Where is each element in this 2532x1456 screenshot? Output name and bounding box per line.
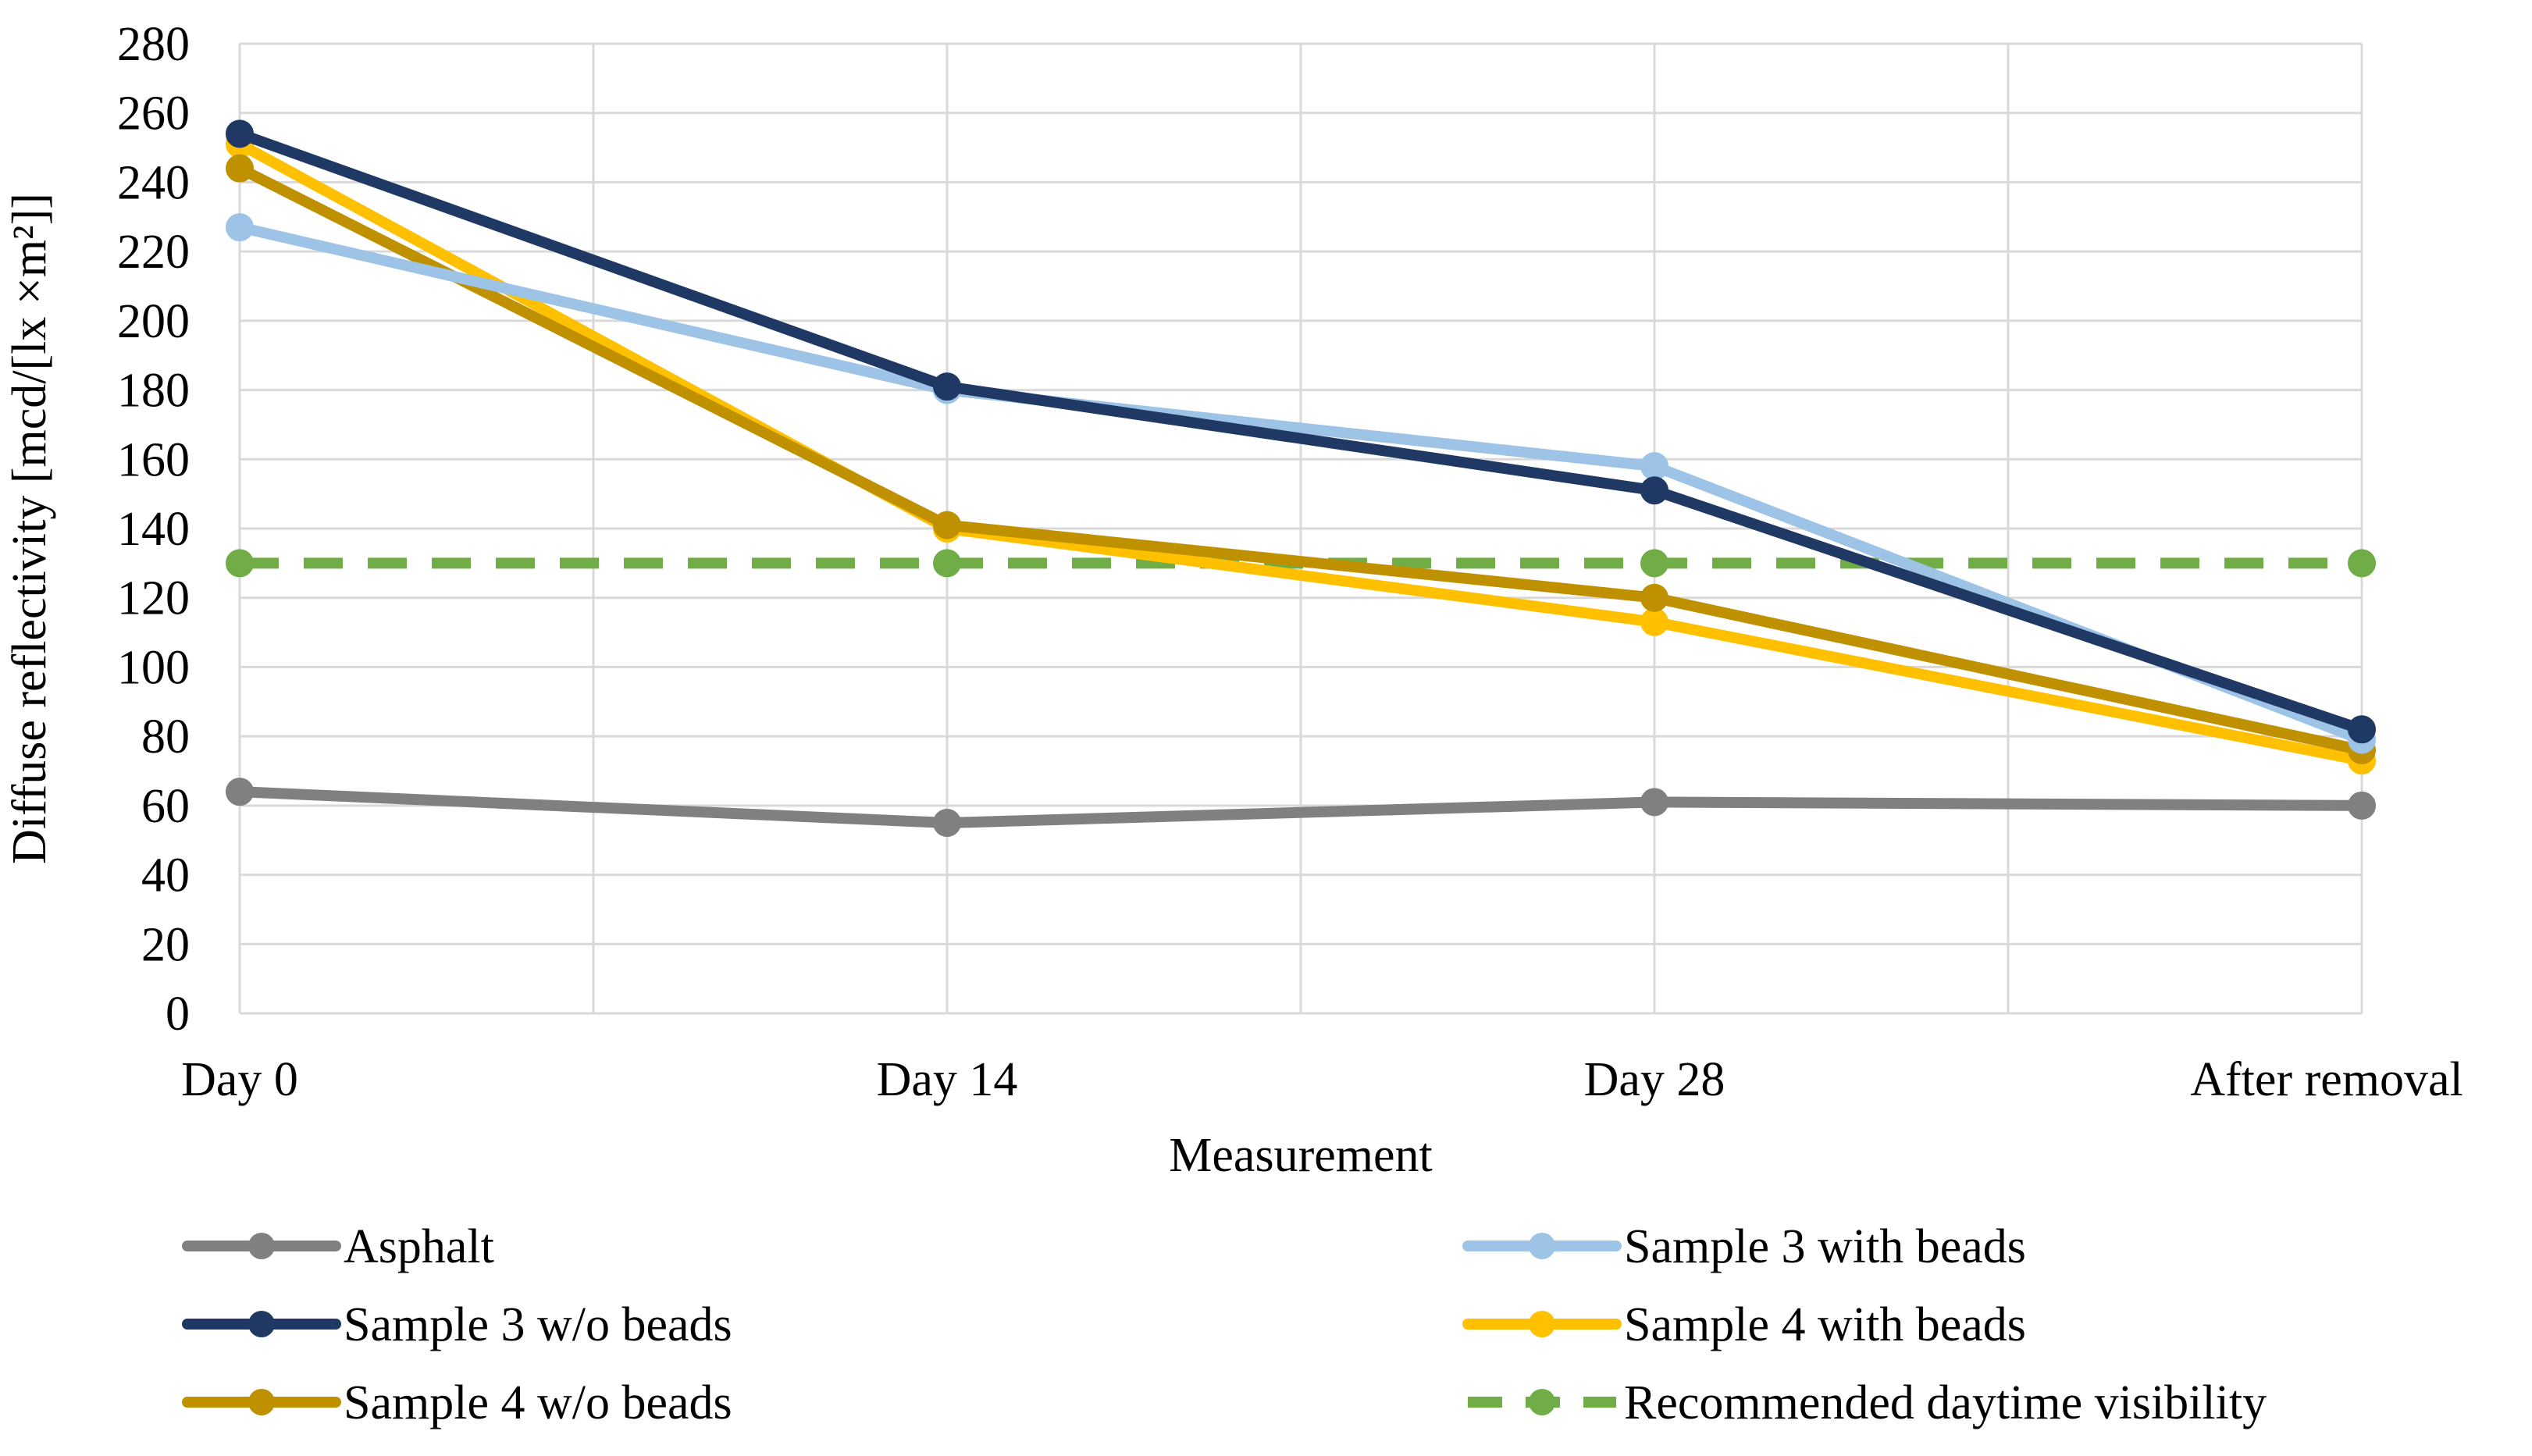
data-point: [933, 511, 961, 539]
data-point: [226, 549, 254, 578]
data-point: [2348, 715, 2376, 744]
legend-item-sample-4-w-o-beads: Sample 4 w/o beads: [182, 1376, 732, 1429]
x-tick-label: Day 28: [1584, 1053, 1725, 1106]
legend-marker: [1529, 1233, 1555, 1259]
series-sample-4-w-o-beads: [226, 154, 2376, 764]
legend-item-sample-3-with-beads: Sample 3 with beads: [1462, 1220, 2026, 1273]
gridlines: [238, 42, 2363, 1015]
legend-item-sample-4-with-beads: Sample 4 with beads: [1462, 1298, 2026, 1351]
legend-item-asphalt: Asphalt: [182, 1220, 494, 1273]
y-tick-label: 200: [117, 295, 190, 348]
y-tick-label: 60: [141, 780, 190, 833]
legend-item-sample-3-w-o-beads: Sample 3 w/o beads: [182, 1298, 732, 1351]
data-point: [1640, 607, 1668, 636]
series-line-sample-3-w-o-beads: [234, 128, 2367, 735]
data-point: [2348, 549, 2376, 578]
legend-label: Sample 4 with beads: [1624, 1298, 2026, 1351]
data-point: [1640, 788, 1668, 817]
data-point: [226, 778, 254, 806]
series-group: [226, 119, 2376, 838]
data-point: [226, 119, 254, 148]
y-tick-label: 280: [117, 18, 190, 71]
y-axis-title: Diffuse reflectivity [mcd/[lx ×m²]]: [3, 193, 56, 864]
data-point: [226, 213, 254, 242]
legend-label: Sample 4 w/o beads: [344, 1376, 732, 1429]
y-tick-label: 20: [141, 918, 190, 971]
legend-label: Asphalt: [344, 1220, 494, 1273]
y-tick-label: 240: [117, 156, 190, 209]
series-line-sample-4-w-o-beads: [234, 162, 2367, 756]
legend-label: Recommended daytime visibility: [1624, 1376, 2267, 1429]
series-sample-3-w-o-beads: [226, 119, 2376, 744]
x-tick-label: Day 0: [181, 1053, 298, 1106]
legend: Asphalt Sample 3 with beads Sample 3 w/o b…: [182, 1220, 2267, 1429]
data-point: [2348, 791, 2376, 820]
data-point: [1640, 549, 1668, 578]
axes: 0 20 40 60 80 100 120 140 160 180 200 220 240 260 280 D…: [117, 18, 2463, 1106]
data-point: [1640, 476, 1668, 505]
y-tick-label: 160: [117, 433, 190, 486]
series-asphalt: [226, 778, 2376, 838]
y-tick-label: 120: [117, 572, 190, 625]
series-line-sample-4-with-beads: [234, 138, 2367, 767]
y-tick-label: 180: [117, 365, 190, 418]
y-tick-label: 100: [117, 641, 190, 694]
y-tick-label: 0: [166, 988, 190, 1041]
x-tick-label: After removal: [2190, 1053, 2463, 1106]
data-point: [226, 154, 254, 183]
legend-marker: [248, 1233, 275, 1259]
legend-marker: [1529, 1311, 1555, 1337]
x-tick-label: Day 14: [877, 1053, 1018, 1106]
legend-label: Sample 3 with beads: [1624, 1220, 2026, 1273]
legend-item-recommended-daytime-visibility: Recommended daytime visibility: [1468, 1376, 2267, 1429]
series-line-sample-3-with-beads: [234, 222, 2367, 746]
data-point: [933, 809, 961, 838]
legend-label: Sample 3 w/o beads: [344, 1298, 732, 1351]
y-tick-label: 260: [117, 87, 190, 141]
y-tick-label: 40: [141, 849, 190, 902]
y-tick-label: 140: [117, 503, 190, 556]
data-point: [1640, 583, 1668, 612]
y-tick-label: 220: [117, 226, 190, 279]
legend-marker: [248, 1389, 275, 1415]
legend-marker: [248, 1311, 275, 1337]
data-point: [1640, 452, 1668, 481]
legend-marker: [1529, 1389, 1555, 1415]
data-point: [933, 549, 961, 578]
series-line-asphalt: [234, 786, 2367, 829]
y-tick-label: 80: [141, 710, 190, 764]
x-axis-title: Measurement: [1169, 1129, 1432, 1182]
data-point: [933, 372, 961, 401]
